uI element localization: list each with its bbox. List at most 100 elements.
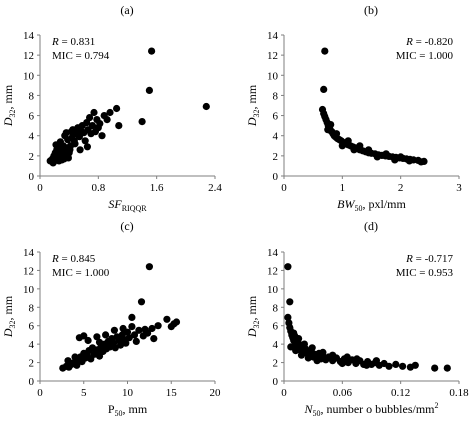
data-point bbox=[71, 140, 79, 148]
data-point bbox=[372, 357, 380, 365]
y-axis-title-sub: 32 bbox=[8, 321, 17, 329]
data-point bbox=[130, 331, 139, 339]
x-axis-title-main: N bbox=[303, 402, 313, 416]
panel-d: (d) 0 2 4 6 8 10 12 14 0 0.06 0.12 0.18 D32, mm N50, n… bbox=[245, 219, 469, 418]
data-point bbox=[93, 333, 101, 341]
y-tick-label: 6 bbox=[29, 321, 35, 333]
y-axis-title-main: D bbox=[245, 328, 259, 338]
y-tick-label: 6 bbox=[273, 111, 279, 123]
y-tick-label: 8 bbox=[273, 90, 279, 102]
data-point bbox=[86, 114, 94, 122]
data-point bbox=[122, 339, 130, 347]
y-tick-label: 6 bbox=[273, 321, 279, 333]
y-tick-label: 2 bbox=[273, 358, 279, 370]
data-point bbox=[350, 146, 358, 154]
data-point bbox=[327, 121, 335, 129]
data-point bbox=[145, 86, 153, 94]
data-point bbox=[391, 156, 399, 164]
data-point bbox=[313, 357, 321, 365]
y-tick-label: 0 bbox=[273, 171, 279, 183]
x-tick-label: 1.6 bbox=[150, 182, 164, 194]
y-tick-label: 6 bbox=[29, 111, 35, 123]
data-point bbox=[83, 143, 91, 151]
stat-line: MIC = 0.953 bbox=[396, 267, 454, 279]
y-tick-label: 2 bbox=[273, 151, 279, 163]
y-tick-label: 14 bbox=[23, 30, 35, 42]
y-tick-label: 14 bbox=[267, 30, 279, 42]
data-point bbox=[332, 130, 341, 138]
x-axis-title: BW50, pxl/mm bbox=[337, 197, 406, 213]
panel-a: (a) 0 2 4 6 8 10 12 14 0 0.8 1.6 2.4 D32, mm SFRIQQR R … bbox=[1, 3, 222, 213]
data-point bbox=[148, 47, 156, 55]
y-axis-title: D32, mm bbox=[1, 84, 17, 127]
data-point bbox=[113, 104, 121, 113]
x-axis-title: N50, number o bubbles/mm2 bbox=[303, 401, 438, 418]
data-point bbox=[292, 347, 300, 355]
data-point bbox=[295, 335, 303, 343]
x-tick-label: 0.12 bbox=[391, 387, 410, 399]
stat-line: R = -0.820 bbox=[405, 36, 453, 48]
data-point bbox=[290, 329, 298, 337]
y-tick-label: 0 bbox=[29, 376, 35, 388]
data-point bbox=[297, 351, 306, 359]
data-point bbox=[284, 263, 292, 271]
data-point bbox=[320, 85, 328, 93]
data-point bbox=[431, 364, 439, 372]
data-point bbox=[163, 315, 171, 323]
data-point bbox=[49, 159, 57, 167]
data-point bbox=[106, 108, 114, 117]
y-tick-label: 0 bbox=[29, 171, 35, 183]
data-point bbox=[338, 359, 346, 368]
y-tick-label: 2 bbox=[29, 358, 35, 370]
data-point bbox=[128, 313, 136, 321]
panel-label: (d) bbox=[364, 219, 378, 233]
data-point bbox=[145, 263, 153, 271]
data-point bbox=[382, 150, 390, 158]
data-point bbox=[52, 141, 60, 149]
data-point bbox=[103, 116, 111, 124]
data-point bbox=[385, 362, 393, 370]
data-point bbox=[304, 354, 312, 362]
data-point bbox=[319, 348, 327, 356]
data-point bbox=[98, 132, 106, 140]
data-point bbox=[90, 108, 98, 117]
data-point bbox=[363, 361, 371, 369]
data-point bbox=[128, 323, 136, 331]
panel-label: (b) bbox=[364, 3, 378, 17]
y-tick-label: 12 bbox=[23, 265, 34, 277]
data-point bbox=[71, 353, 79, 361]
panel-label: (a) bbox=[120, 3, 133, 17]
x-tick-label: 3 bbox=[456, 182, 462, 194]
data-point bbox=[392, 360, 400, 368]
data-point bbox=[365, 146, 373, 154]
x-tick-label: 0 bbox=[281, 387, 287, 399]
data-point bbox=[154, 322, 162, 330]
data-point bbox=[84, 336, 92, 345]
data-point bbox=[287, 343, 295, 351]
stat-line: MIC = 0.794 bbox=[52, 50, 110, 62]
data-point bbox=[144, 329, 152, 337]
y-axis-title: D32, mm bbox=[1, 295, 17, 338]
x-axis-title-main: P bbox=[108, 402, 115, 416]
y-tick-label: 0 bbox=[273, 376, 279, 388]
x-axis-title-sub: 50 bbox=[354, 204, 362, 213]
y-tick-label: 4 bbox=[273, 131, 279, 143]
x-axis-title-sub: 50 bbox=[115, 409, 123, 418]
data-point bbox=[443, 364, 451, 372]
y-axis-title-unit: , mm bbox=[245, 295, 259, 320]
y-axis-title-main: D bbox=[1, 328, 15, 338]
y-tick-label: 14 bbox=[267, 247, 279, 259]
stat-line: R = -0.717 bbox=[405, 253, 453, 265]
y-tick-label: 8 bbox=[273, 302, 279, 314]
data-point bbox=[356, 142, 364, 150]
x-axis-title-unit: , pxl/mm bbox=[362, 197, 406, 211]
y-tick-label: 4 bbox=[29, 131, 35, 143]
data-point bbox=[405, 157, 413, 165]
data-point bbox=[300, 340, 308, 348]
y-tick-label: 12 bbox=[267, 50, 278, 62]
x-tick-label: 5 bbox=[81, 387, 87, 399]
x-tick-label: 1 bbox=[340, 182, 346, 194]
